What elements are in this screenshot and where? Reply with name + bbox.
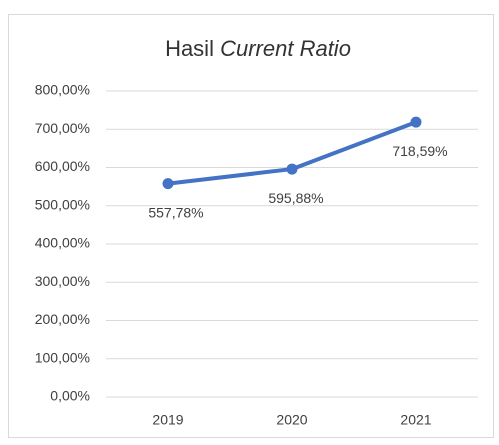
data-label: 718,59%: [392, 143, 447, 159]
y-tick-label: 0,00%: [50, 388, 90, 404]
y-tick-label: 100,00%: [35, 349, 90, 365]
data-label: 595,88%: [268, 190, 323, 206]
y-tick-label: 800,00%: [35, 82, 90, 98]
y-tick-label: 200,00%: [35, 311, 90, 327]
x-tick-label: 2019: [152, 412, 183, 428]
x-tick-label: 2021: [400, 412, 431, 428]
y-tick-label: 700,00%: [35, 120, 90, 136]
x-tick-label: 2020: [276, 412, 307, 428]
data-point: [162, 178, 174, 190]
data-point: [286, 163, 298, 175]
y-tick-label: 400,00%: [35, 235, 90, 251]
data-label: 557,78%: [148, 204, 203, 220]
y-tick-label: 300,00%: [35, 273, 90, 289]
chart-title: Hasil Current Ratio: [165, 36, 351, 61]
y-tick-label: 600,00%: [35, 158, 90, 174]
title-italic: Current Ratio: [220, 36, 351, 61]
chart-border: [8, 14, 494, 438]
title-plain: Hasil: [165, 36, 214, 61]
data-point: [410, 116, 422, 128]
y-tick-label: 500,00%: [35, 196, 90, 212]
